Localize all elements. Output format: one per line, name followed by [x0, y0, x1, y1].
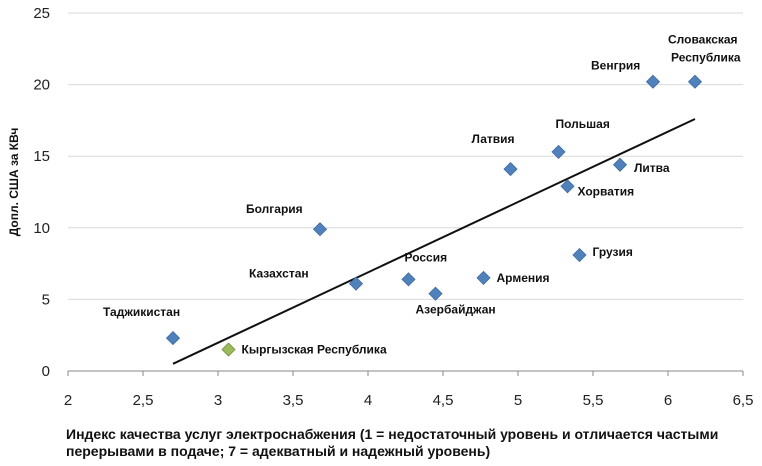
x-tick-label: 2 [64, 392, 72, 409]
point-label: Литва [634, 161, 670, 175]
x-tick-label: 4,5 [433, 392, 454, 409]
trendline [172, 118, 696, 365]
data-point [401, 272, 416, 287]
x-tick-labels: 2 2,5 3 3,5 4 4,5 5 5,5 6 6,5 [64, 371, 754, 409]
y-tick-label: 5 [42, 291, 50, 308]
y-tick-label: 20 [33, 77, 50, 94]
data-point [503, 162, 518, 177]
x-tick-label: 6 [664, 392, 672, 409]
data-points [165, 74, 703, 357]
point-label: Грузия [593, 245, 633, 259]
x-axis-label: Индекс качества услуг электроснабжения (… [66, 426, 719, 459]
y-tick-label: 0 [42, 363, 50, 380]
x-tick-label: 3,5 [283, 392, 304, 409]
data-point [551, 144, 566, 159]
data-point [560, 179, 575, 194]
point-label: Болгария [246, 202, 303, 216]
point-label: Словакская Республика [668, 33, 741, 65]
x-tick-label: 5,5 [583, 392, 604, 409]
data-point [612, 157, 628, 172]
x-tick-label: 3 [214, 392, 222, 409]
data-point [572, 247, 587, 263]
point-labels: Таджикистан Кыргызская Республика Болгария… [103, 33, 741, 357]
data-point [348, 276, 364, 291]
point-label: Кыргызская Республика [242, 343, 387, 357]
point-label: Казахстан [249, 267, 309, 281]
data-point [428, 286, 443, 301]
x-tick-label: 5 [514, 392, 522, 409]
y-tick-label: 10 [33, 220, 50, 237]
point-label: Хорватия [578, 184, 635, 198]
data-point [221, 342, 236, 357]
y-tick-label: 15 [33, 148, 50, 165]
point-label: Польшая [556, 117, 610, 131]
data-point [687, 74, 703, 89]
y-tick-labels: 0 5 10 15 20 25 [33, 5, 50, 380]
x-tick-label: 2,5 [133, 392, 154, 409]
point-label: Россия [405, 250, 448, 264]
point-label: Латвия [472, 132, 515, 146]
scatter-chart: 0 5 10 15 20 25 2 2,5 3 3,5 4 4,5 5 5,5 6 6,5 Таджикис… [7, 5, 754, 409]
x-tick-label: 6,5 [733, 392, 754, 409]
point-label: Армения [497, 271, 550, 285]
y-axis-label: Допл. США за КВч [7, 128, 21, 237]
point-label: Таджикистан [103, 305, 180, 319]
x-tick-label: 4 [364, 392, 372, 409]
data-point [645, 74, 661, 89]
grid-lines [68, 12, 743, 300]
point-label: Венгрия [591, 59, 640, 73]
data-point [312, 222, 328, 237]
point-label: Азербайджан [416, 303, 496, 317]
data-point [165, 330, 181, 346]
data-point [476, 270, 491, 285]
y-tick-label: 25 [33, 5, 50, 22]
